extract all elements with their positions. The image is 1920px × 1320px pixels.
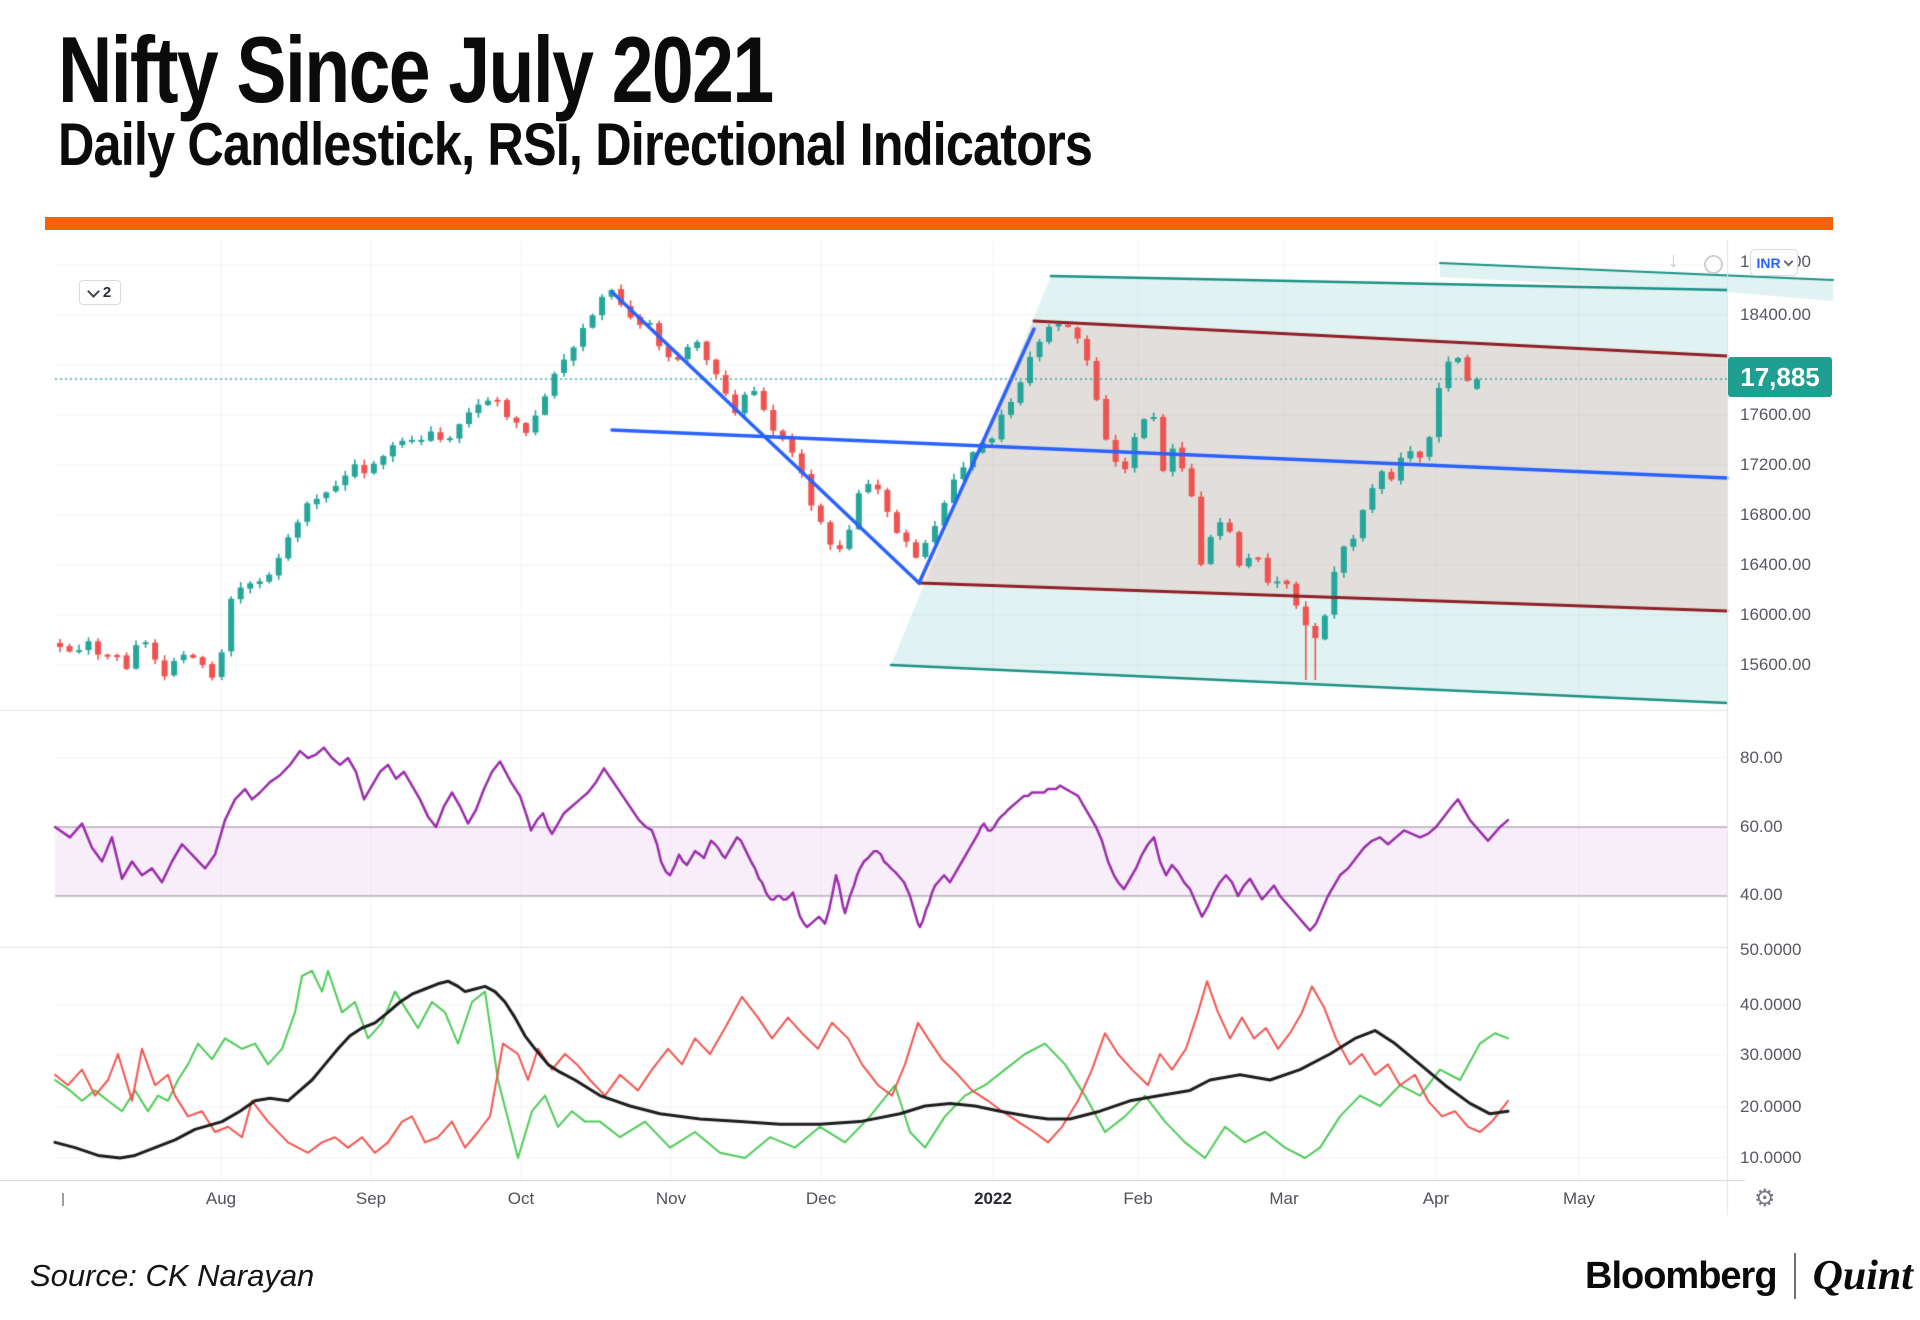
time-axis-label: Feb bbox=[1123, 1189, 1153, 1208]
chevron-down-icon bbox=[1783, 256, 1794, 266]
clipped-month-label bbox=[62, 1193, 64, 1206]
down-arrow-icon[interactable]: ↓ bbox=[1668, 249, 1679, 272]
price-axis-label: 16800.00 bbox=[1740, 505, 1811, 524]
time-axis-label: May bbox=[1562, 1189, 1596, 1208]
rsi-axis-label: 60.00 bbox=[1740, 817, 1783, 836]
legend-count: 2 bbox=[102, 284, 112, 301]
last-price-badge: 17,885 bbox=[1728, 357, 1832, 397]
legend-toggle-button[interactable]: 2 bbox=[79, 280, 121, 305]
di-axis-label: 10.0000 bbox=[1740, 1148, 1802, 1167]
price-axis-label: 16000.00 bbox=[1740, 605, 1811, 624]
rsi-axis-label: 80.00 bbox=[1740, 748, 1783, 767]
currency-toggle-button[interactable]: INR bbox=[1750, 249, 1798, 276]
time-axis-label: Oct bbox=[507, 1189, 535, 1208]
chevron-down-icon bbox=[86, 284, 100, 298]
di-axis-label: 40.0000 bbox=[1740, 995, 1802, 1014]
di-axis-label: 20.0000 bbox=[1740, 1097, 1802, 1116]
price-axis-label: 17200.00 bbox=[1740, 455, 1811, 474]
time-axis-label: 2022 bbox=[974, 1189, 1012, 1208]
price-axis-label: 18400.00 bbox=[1740, 305, 1811, 324]
price-axis-label: 17600.00 bbox=[1740, 405, 1811, 424]
price-axis-label: 15600.00 bbox=[1740, 655, 1811, 674]
time-axis-label: Apr bbox=[1422, 1189, 1450, 1208]
quint-logo: Quint bbox=[1812, 1253, 1913, 1299]
di-axis-label: 30.0000 bbox=[1740, 1045, 1802, 1064]
time-axis-label: Nov bbox=[655, 1189, 687, 1208]
currency-label: INR bbox=[1756, 254, 1781, 271]
time-axis-label: Dec bbox=[805, 1189, 837, 1208]
gear-icon[interactable]: ⚙ bbox=[1754, 1185, 1776, 1212]
bloomberg-logo: Bloomberg bbox=[1585, 1254, 1778, 1297]
rsi-axis-label: 40.00 bbox=[1740, 885, 1783, 904]
brand-logo: Bloomberg Quint bbox=[1585, 1252, 1913, 1300]
price-axis-label: 16400.00 bbox=[1740, 555, 1811, 574]
source-credit: Source: CK Narayan bbox=[30, 1258, 315, 1293]
di-axis-label: 50.0000 bbox=[1740, 940, 1802, 959]
logo-divider bbox=[1793, 1253, 1796, 1299]
circle-icon[interactable] bbox=[1704, 255, 1723, 274]
time-axis-label: Aug bbox=[205, 1189, 237, 1208]
time-axis-label: Sep bbox=[355, 1189, 387, 1208]
time-axis-label: Mar bbox=[1269, 1189, 1299, 1208]
